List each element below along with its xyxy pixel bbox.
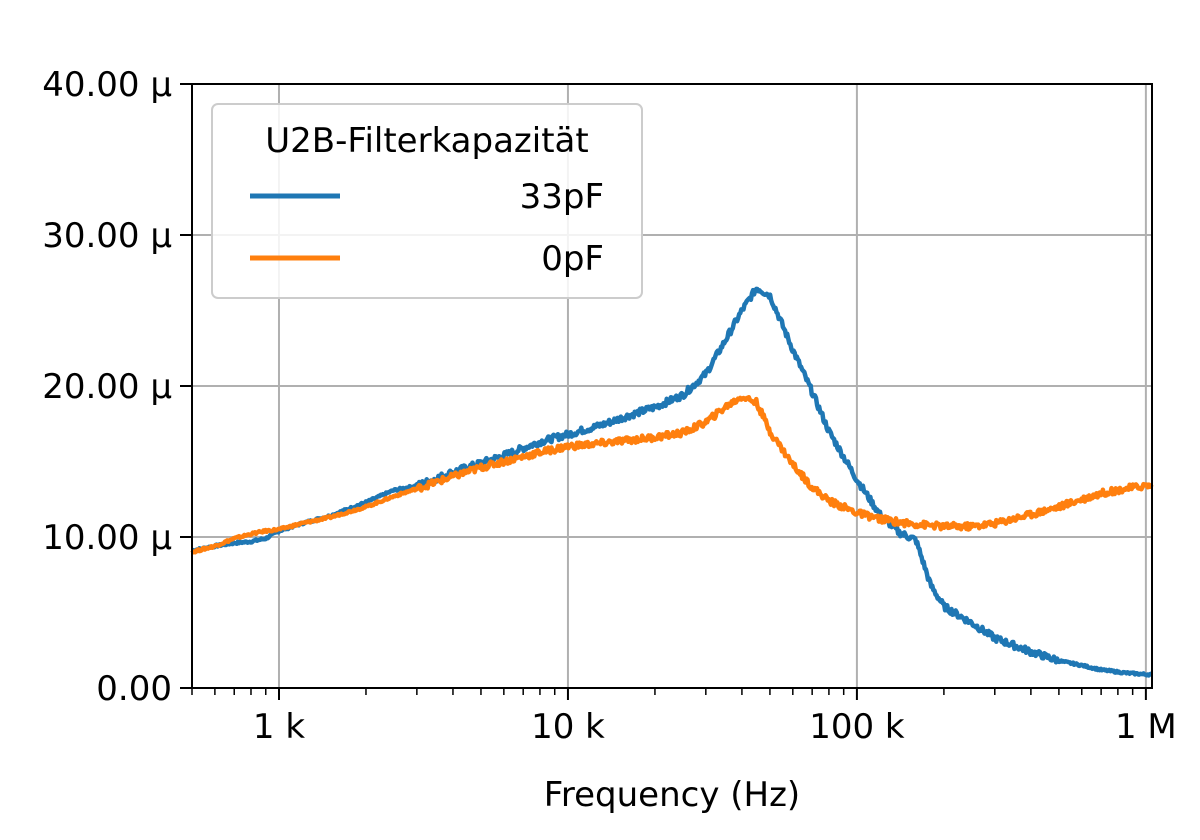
legend-label: 33pF [520, 177, 604, 217]
x-tick-label: 100 k [809, 707, 905, 747]
y-tick-label: 10.00 µ [42, 518, 172, 558]
y-tick-label: 40.00 µ [42, 65, 172, 105]
x-tick-label: 1 k [253, 707, 305, 747]
series-line-33pF [190, 286, 1154, 678]
legend-title: U2B-Filterkapazität [265, 121, 588, 161]
y-tick-label: 20.00 µ [42, 367, 172, 407]
y-tick-label: 0.00 [96, 669, 172, 709]
series-line-0pF [190, 394, 1154, 555]
legend-box [211, 103, 643, 299]
x-axis-title: Frequency (Hz) [544, 775, 800, 815]
legend-entries: 33pF 0pF [250, 177, 604, 279]
x-tick-label: 1 M [1115, 707, 1177, 747]
axis-ticks: 1 k 10 k 100 k 1 M 0.00 10.00 µ 20.00 µ 30.00 µ… [42, 65, 1177, 747]
legend: U2B-Filterkapazität 33pF 0pF [211, 103, 643, 299]
y-tick-label: 30.00 µ [42, 216, 172, 256]
legend-label: 0pF [541, 239, 604, 279]
series-lines [190, 286, 1154, 678]
x-tick-label: 10 k [531, 707, 605, 747]
